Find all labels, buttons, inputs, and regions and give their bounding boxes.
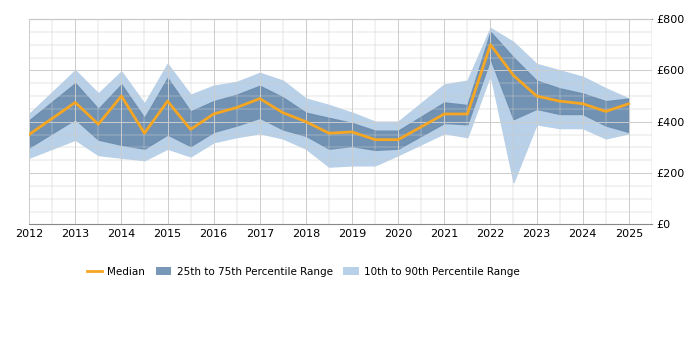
Legend: Median, 25th to 75th Percentile Range, 10th to 90th Percentile Range: Median, 25th to 75th Percentile Range, 1… [83,262,524,281]
